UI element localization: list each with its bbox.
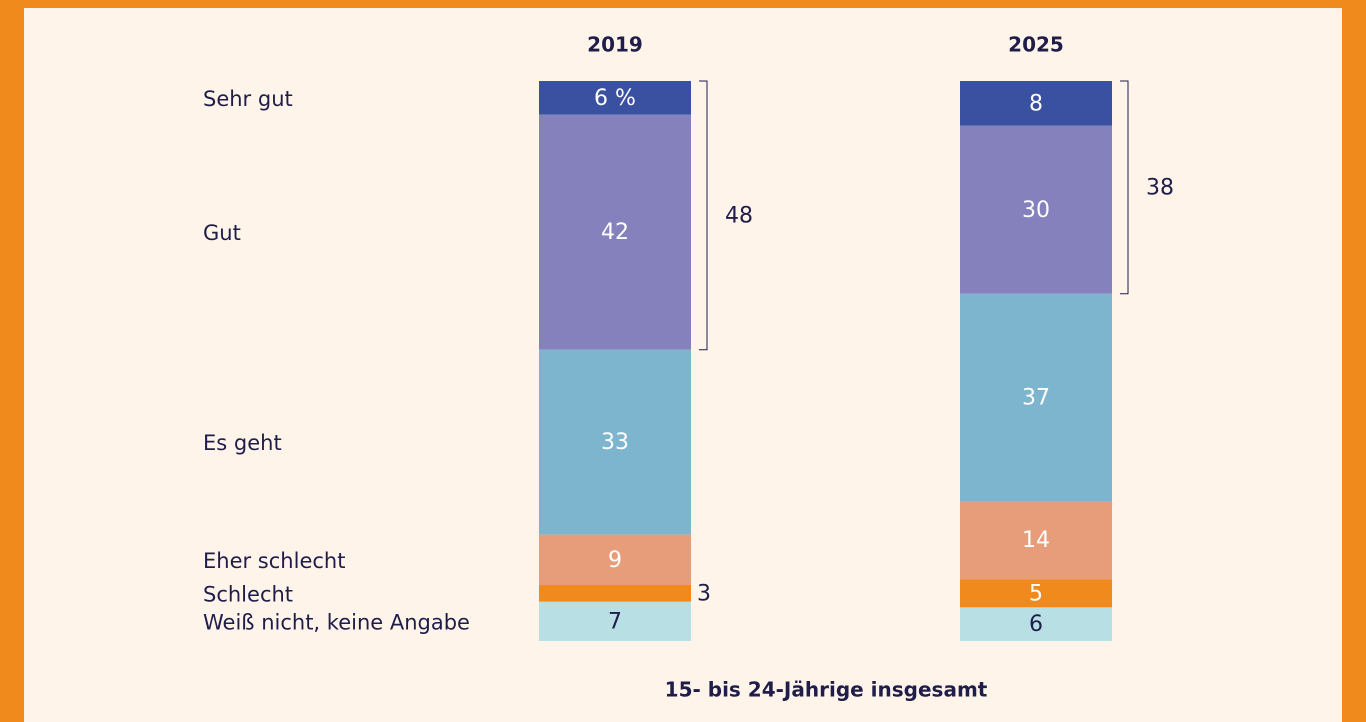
bar-segment [539, 349, 691, 535]
data-label: 33 [601, 430, 629, 455]
data-label: 5 [1029, 581, 1043, 606]
bar-segment [960, 501, 1112, 580]
category-label: Gut [203, 221, 241, 245]
data-label: 3 [697, 581, 711, 606]
bar-segment [539, 534, 691, 585]
footer: 15- bis 24-Jährige insgesamt [665, 678, 988, 702]
category-label: Es geht [203, 431, 282, 455]
bar-segment [960, 125, 1112, 294]
bar-segment [960, 293, 1112, 501]
bar-segment [539, 601, 691, 641]
data-label: 6 [1029, 612, 1043, 637]
column-label: 2025 [1008, 33, 1064, 57]
bar-segment [960, 579, 1112, 608]
data-label: 42 [601, 220, 629, 245]
data-label: 37 [1022, 385, 1050, 410]
data-label: 7 [608, 609, 622, 634]
bar-segment [960, 81, 1112, 126]
bracket-total: 38 [1146, 175, 1174, 200]
bar-segment [539, 585, 691, 602]
bracket [1120, 80, 1129, 295]
data-label: 6 % [594, 86, 636, 111]
bar-segment [960, 607, 1112, 641]
bracket-total: 48 [725, 203, 753, 228]
data-label: 14 [1022, 528, 1050, 553]
data-label: 9 [608, 548, 622, 573]
column-label: 2019 [587, 33, 643, 57]
category-label: Schlecht [203, 582, 293, 606]
category-label: Eher schlecht [203, 549, 345, 573]
data-label: 30 [1022, 198, 1050, 223]
bar-segment [539, 114, 691, 350]
category-label: Sehr gut [203, 87, 293, 111]
bar-segment [539, 81, 691, 115]
bracket [699, 80, 708, 351]
data-label: 8 [1029, 91, 1043, 116]
category-label: Weiß nicht, keine Angabe [203, 610, 470, 634]
